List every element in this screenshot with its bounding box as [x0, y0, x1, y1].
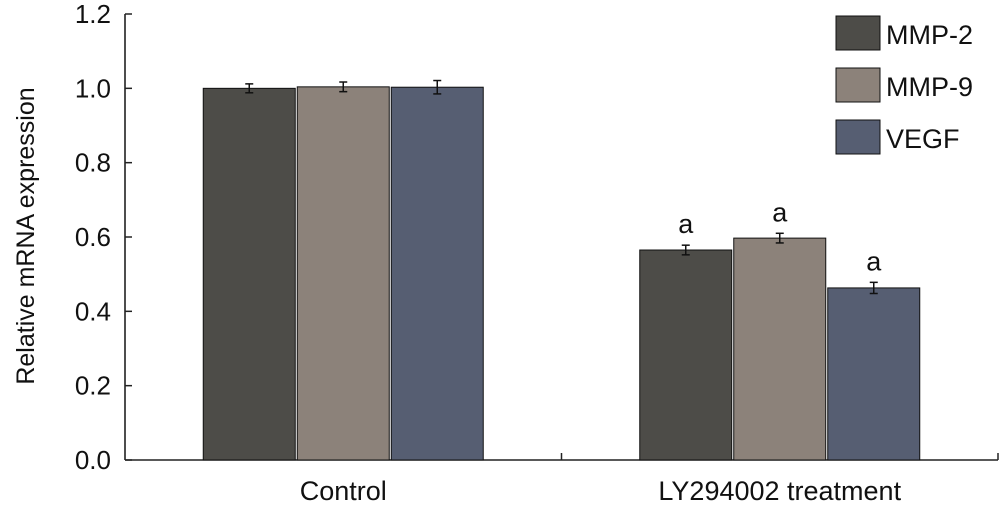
- legend-label: MMP-2: [886, 20, 973, 50]
- x-category-label: LY294002 treatment: [658, 476, 901, 506]
- legend: MMP-2 MMP-9 VEGF: [835, 15, 973, 155]
- bar: [202, 87, 296, 461]
- legend-label: VEGF: [886, 124, 960, 154]
- legend-swatch: [835, 67, 881, 103]
- y-axis-label: Relative mRNA expression: [12, 87, 40, 384]
- y-tick-label: 0.2: [75, 371, 111, 401]
- bars: a a a: [202, 79, 921, 461]
- y-tick-label: 0.8: [75, 148, 111, 178]
- y-tick-label: 1.2: [75, 0, 111, 29]
- bar: [390, 86, 484, 461]
- y-tick-label: 0.4: [75, 296, 111, 326]
- axes: 0.0 0.2 0.4 0.6 0.8 1.0 1.2 Control LY294002 tre…: [75, 0, 999, 506]
- bar: [639, 249, 733, 461]
- significance-label: a: [866, 246, 882, 276]
- y-tick-label: 0.6: [75, 222, 111, 252]
- significance-label: a: [772, 197, 788, 227]
- legend-swatch: [835, 15, 881, 51]
- y-tick-label: 0.0: [75, 445, 111, 475]
- significance-label: a: [678, 209, 694, 239]
- bar: [296, 86, 390, 461]
- bar: [733, 237, 827, 461]
- bar: [827, 287, 921, 461]
- legend-swatch: [835, 119, 881, 155]
- y-tick-label: 1.0: [75, 73, 111, 103]
- x-category-label: Control: [300, 476, 387, 506]
- legend-label: MMP-9: [886, 72, 973, 102]
